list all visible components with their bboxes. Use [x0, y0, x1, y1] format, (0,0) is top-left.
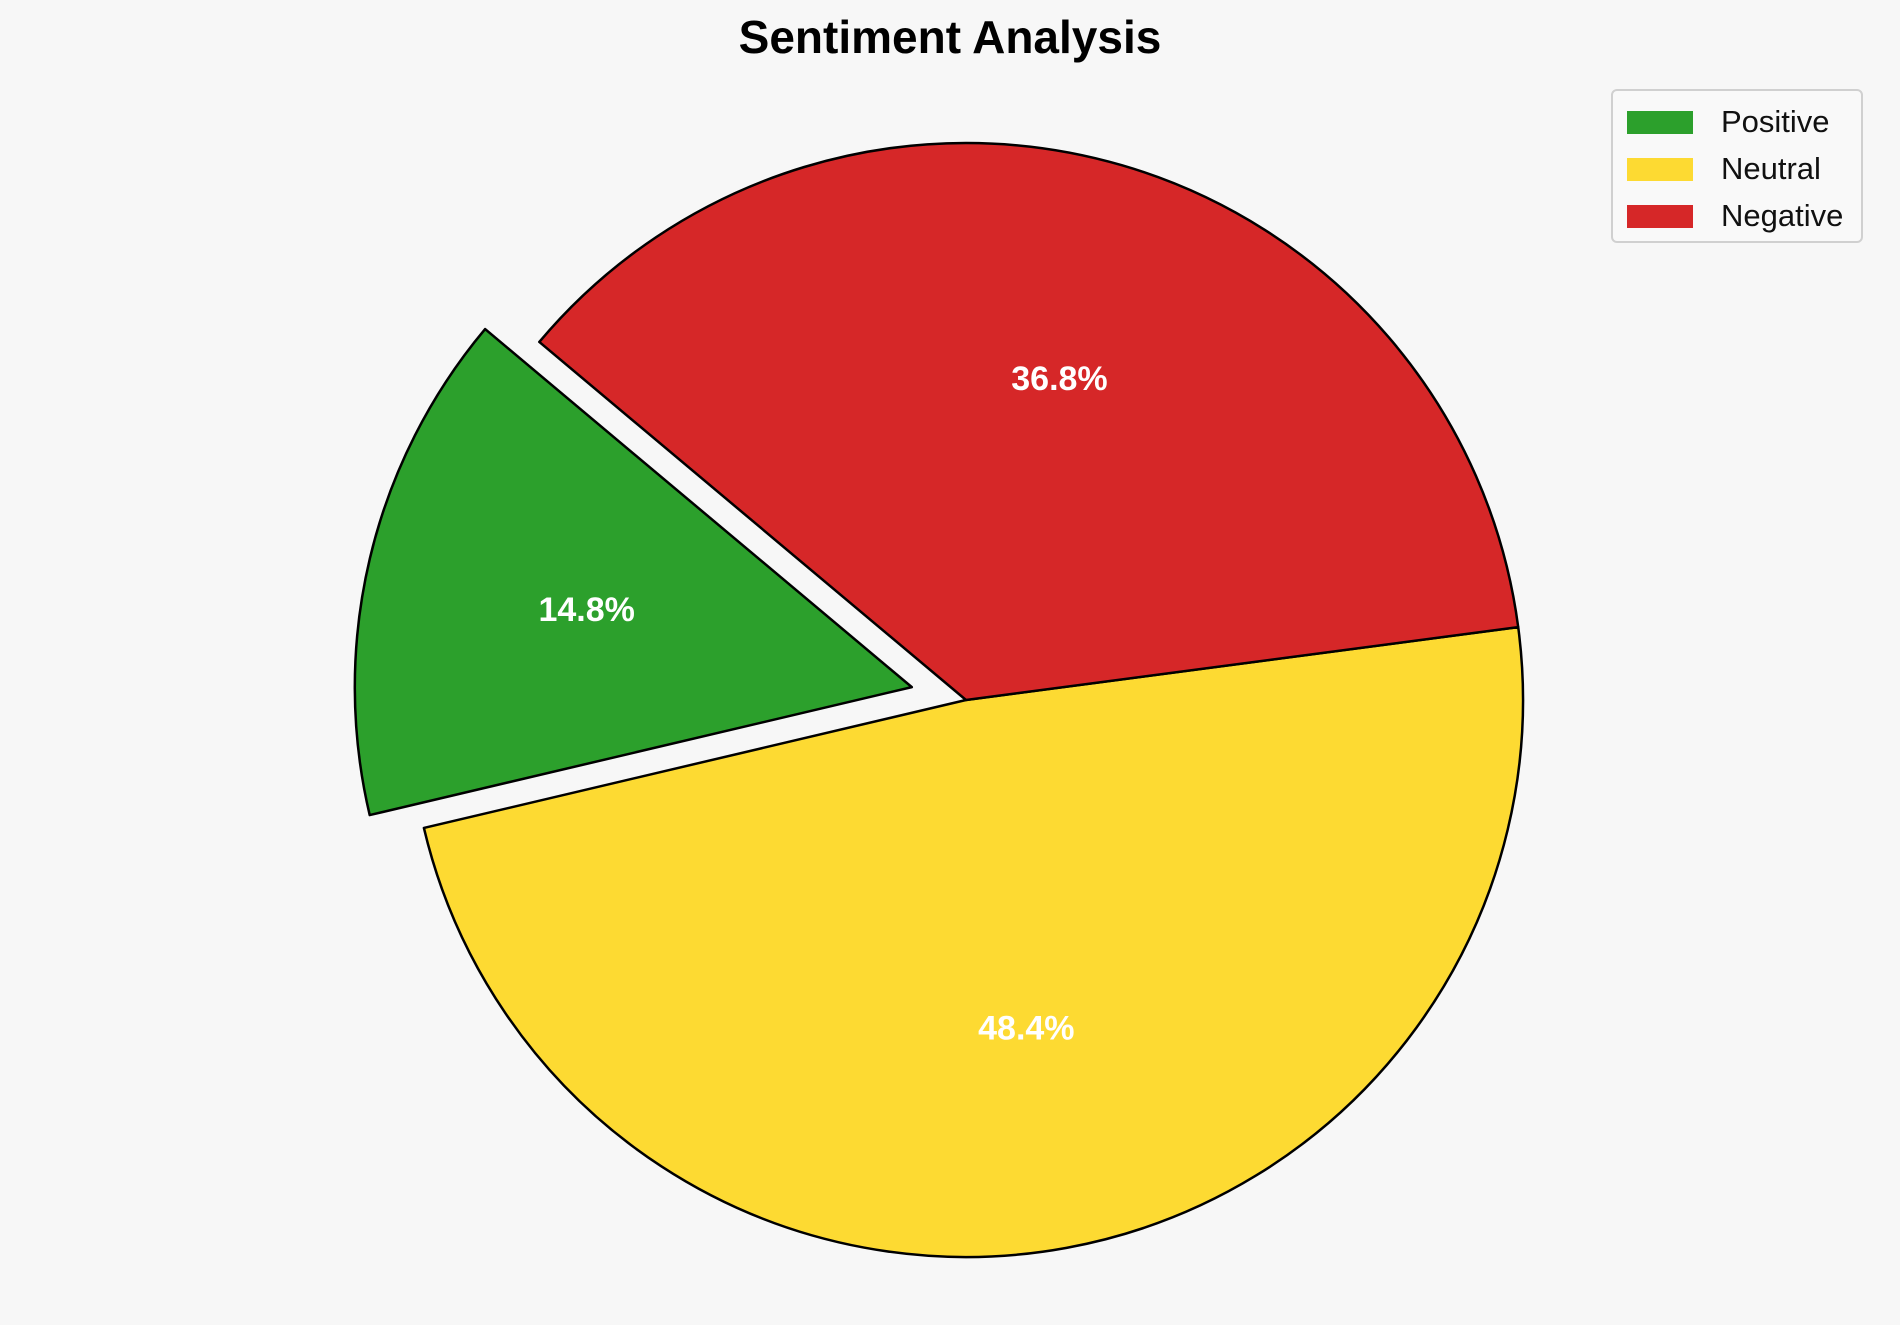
- slice-value-label-positive: 14.8%: [538, 591, 634, 629]
- slice-value-label-negative: 36.8%: [1011, 360, 1107, 398]
- legend-swatch-negative: [1627, 204, 1693, 228]
- legend-label-negative: Negative: [1721, 198, 1844, 233]
- chart-title: Sentiment Analysis: [738, 11, 1162, 63]
- legend-swatch-positive: [1627, 110, 1693, 134]
- legend-label-neutral: Neutral: [1721, 151, 1821, 186]
- pie-slice-negative: [538, 141, 1520, 702]
- slice-value-label-neutral: 48.4%: [978, 1010, 1074, 1048]
- legend-item-positive: Positive: [1627, 104, 1830, 139]
- legend-item-neutral: Neutral: [1627, 151, 1821, 186]
- legend-label-positive: Positive: [1721, 104, 1830, 139]
- pie-slice-positive: [353, 327, 914, 817]
- pie-value-labels: 14.8% 48.4% 36.8%: [538, 360, 1107, 1048]
- pie-slices: [353, 141, 1525, 1259]
- legend-item-negative: Negative: [1627, 198, 1844, 233]
- pie-slice-neutral: [422, 625, 1525, 1259]
- chart-legend: Positive Neutral Negative: [1611, 89, 1863, 243]
- legend-swatch-neutral: [1627, 157, 1693, 181]
